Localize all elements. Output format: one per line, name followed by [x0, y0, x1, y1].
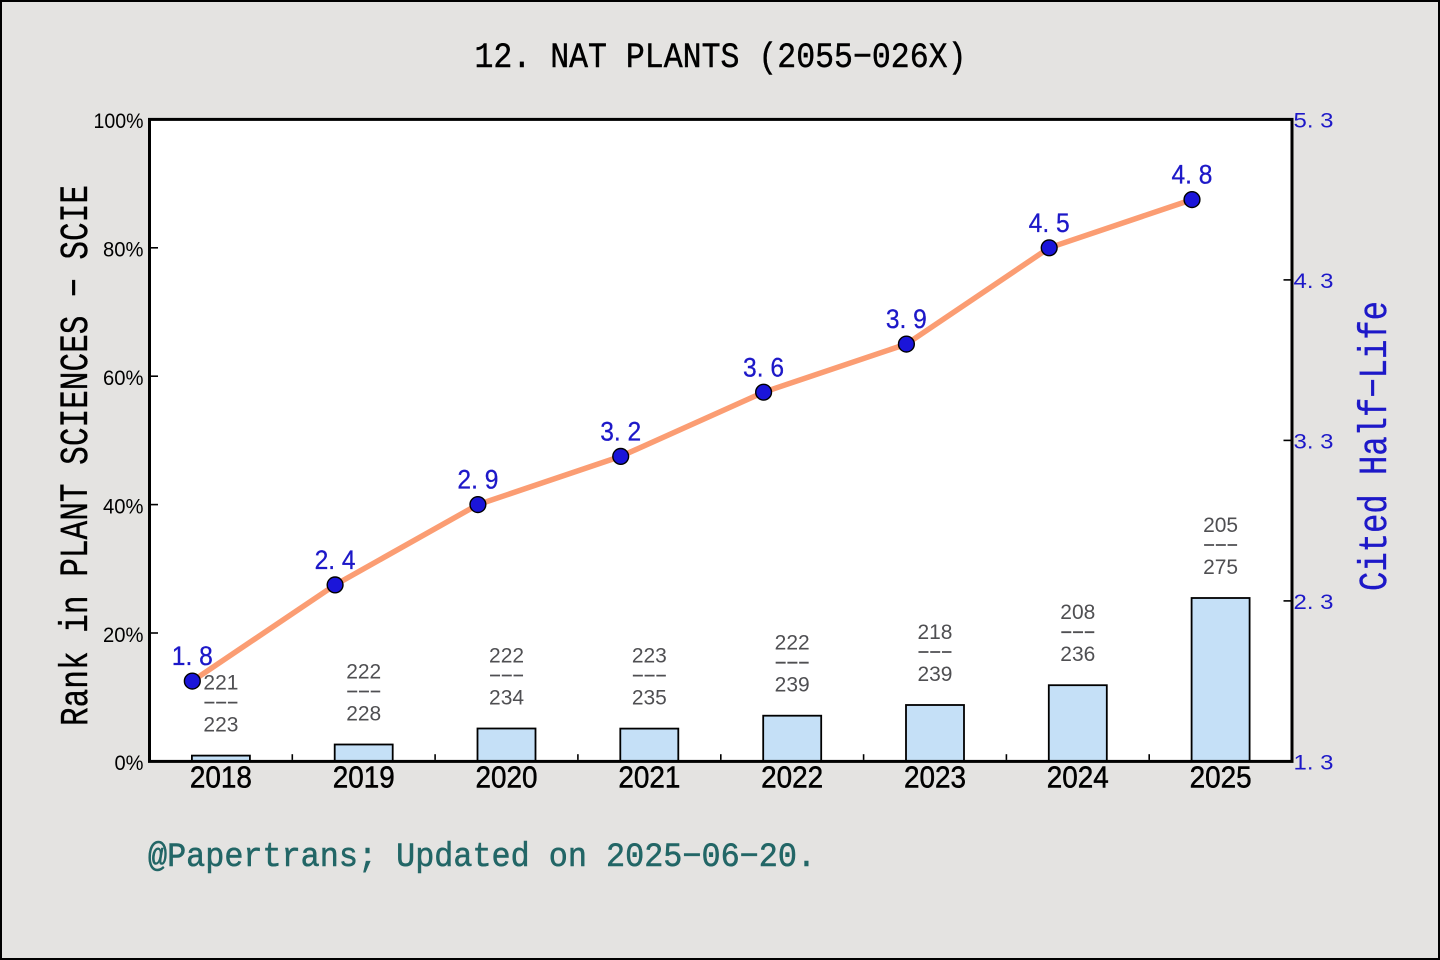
svg-text:235: 235: [632, 686, 667, 710]
svg-text:221: 221: [203, 671, 238, 695]
svg-text:2020: 2020: [476, 760, 538, 795]
svg-text:2. 4: 2. 4: [315, 545, 356, 575]
svg-text:222: 222: [489, 643, 524, 667]
svg-text:1. 8: 1. 8: [172, 641, 213, 671]
svg-text:3. 2: 3. 2: [600, 416, 641, 446]
svg-text:1. 3: 1. 3: [1294, 751, 1334, 775]
svg-text:222: 222: [346, 660, 381, 684]
svg-text:20%: 20%: [103, 623, 144, 647]
svg-text:Cited Half−Life: Cited Half−Life: [1354, 301, 1399, 591]
svg-text:4. 8: 4. 8: [1171, 160, 1212, 190]
svg-text:60%: 60%: [103, 366, 144, 390]
svg-text:2. 3: 2. 3: [1294, 590, 1334, 614]
svg-text:222: 222: [775, 631, 810, 655]
svg-text:239: 239: [775, 673, 810, 697]
svg-text:2023: 2023: [904, 760, 966, 795]
svg-text:80%: 80%: [103, 238, 144, 262]
svg-text:2019: 2019: [333, 760, 395, 795]
svg-text:208: 208: [1060, 600, 1095, 624]
svg-text:223: 223: [203, 713, 238, 737]
svg-text:234: 234: [489, 685, 524, 709]
svg-text:218: 218: [917, 620, 952, 644]
svg-text:0%: 0%: [115, 751, 144, 775]
svg-text:Rank in PLANT SCIENCES − SCIE: Rank in PLANT SCIENCES − SCIE: [55, 185, 100, 726]
svg-text:2018: 2018: [190, 760, 252, 795]
svg-text:@Papertrans; Updated on 2025−0: @Papertrans; Updated on 2025−06−20.: [148, 839, 816, 877]
svg-text:2021: 2021: [618, 760, 680, 795]
svg-text:2024: 2024: [1047, 760, 1109, 795]
svg-text:236: 236: [1060, 642, 1095, 666]
svg-text:3. 6: 3. 6: [743, 352, 784, 382]
svg-text:223: 223: [632, 644, 667, 668]
svg-text:275: 275: [1203, 555, 1238, 579]
svg-text:239: 239: [917, 662, 952, 686]
svg-text:2. 9: 2. 9: [457, 465, 498, 495]
svg-text:3. 9: 3. 9: [886, 304, 927, 334]
svg-text:4. 3: 4. 3: [1294, 269, 1334, 293]
svg-text:4. 5: 4. 5: [1029, 208, 1070, 238]
svg-text:2022: 2022: [761, 760, 823, 795]
svg-text:205: 205: [1203, 513, 1238, 537]
svg-text:100%: 100%: [94, 109, 144, 133]
svg-text:40%: 40%: [103, 494, 144, 518]
svg-text:5. 3: 5. 3: [1294, 109, 1334, 133]
svg-text:228: 228: [346, 702, 381, 726]
svg-text:12. NAT PLANTS (2055−026X): 12. NAT PLANTS (2055−026X): [475, 38, 967, 78]
svg-text:3. 3: 3. 3: [1294, 430, 1334, 454]
svg-text:2025: 2025: [1190, 760, 1252, 795]
